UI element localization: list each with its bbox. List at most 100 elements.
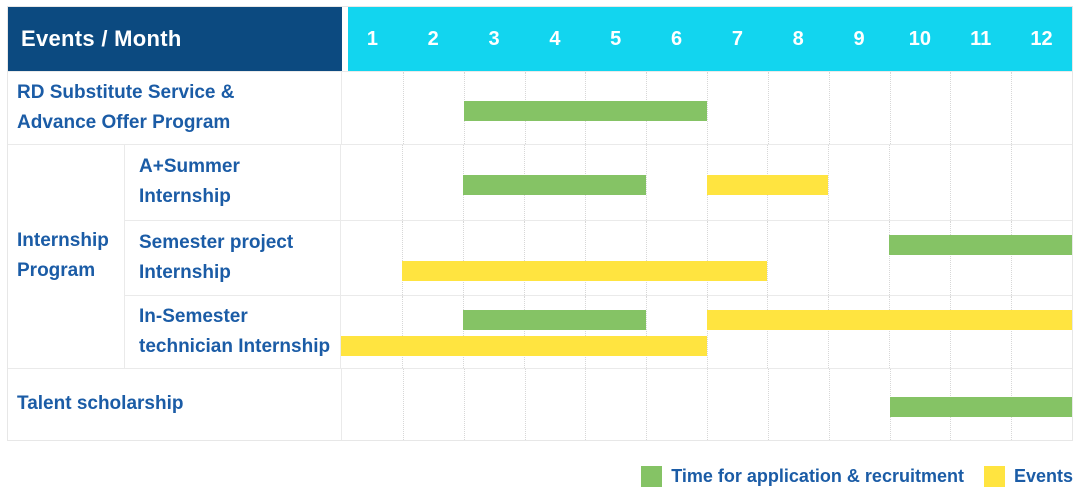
- month-gridline: [950, 144, 952, 220]
- row-label-line: Internship: [139, 261, 231, 283]
- month-header-2: 2: [427, 27, 439, 50]
- month-gridline: [889, 144, 891, 220]
- month-gridline: [1011, 144, 1013, 220]
- group-subrows: A+Summer Internship Semester project Int…: [125, 144, 1072, 368]
- row-label-line: Advance Offer Program: [17, 112, 231, 134]
- month-gridline: [402, 368, 404, 440]
- row-label-line: RD Substitute Service &: [17, 82, 235, 104]
- group-label-line: Program: [17, 260, 96, 282]
- month-header-11: 11: [970, 27, 992, 50]
- row-label-a-plus-summer: A+Summer Internship: [125, 144, 341, 220]
- row-label-line: Talent scholarship: [17, 393, 184, 415]
- month-header-8: 8: [792, 27, 804, 50]
- month-header-4: 4: [549, 27, 561, 50]
- row-label-line: A+Summer: [139, 156, 240, 178]
- table-row-rd-substitute: RD Substitute Service & Advance Offer Pr…: [8, 71, 1072, 144]
- months-grid: 1 2 3 4 5 6 7 8 9 10 11 12: [342, 7, 1072, 71]
- event-bar: [706, 309, 1072, 330]
- month-gridline: [1011, 220, 1013, 295]
- month-gridline: [463, 368, 465, 440]
- group-label-internship-program: Internship Program: [8, 144, 125, 368]
- table-row-talent-scholarship: Talent scholarship: [8, 367, 1072, 440]
- row-label-line: Internship: [139, 186, 231, 208]
- application-recruitment-bar: [462, 309, 646, 330]
- month-gridline: [462, 220, 464, 295]
- row-label-talent-scholarship: Talent scholarship: [8, 368, 342, 440]
- row-label-in-semester: In-Semester technician Internship: [125, 295, 341, 368]
- month-gridline: [584, 295, 586, 368]
- month-gridline: [523, 220, 525, 295]
- month-gridline: [707, 368, 708, 440]
- month-header-9: 9: [853, 27, 865, 50]
- event-bar: [341, 335, 707, 356]
- row-label-semester-project: Semester project Internship: [125, 220, 341, 295]
- month-gridline: [950, 295, 952, 368]
- month-gridline: [950, 220, 952, 295]
- group-label-line: Internship: [17, 230, 109, 252]
- table-row-a-plus-summer: A+Summer Internship: [125, 144, 1072, 220]
- application-recruitment-bar: [463, 101, 707, 122]
- chart-cell-talent-scholarship: [342, 368, 1072, 440]
- table-group-internship-program: Internship Program A+Summer Internship S…: [8, 143, 1072, 368]
- month-gridline: [1011, 72, 1013, 144]
- month-gridline: [401, 144, 403, 220]
- header-title: Events / Month: [8, 7, 342, 72]
- application-recruitment-bar: [889, 234, 1072, 255]
- months-header-background: [348, 7, 1072, 72]
- legend-swatch-green-icon: [641, 466, 663, 487]
- month-gridline: [828, 368, 830, 440]
- month-gridline: [828, 295, 830, 368]
- month-gridline: [402, 72, 404, 144]
- event-bar: [401, 260, 768, 281]
- month-header-6: 6: [670, 27, 683, 50]
- month-gridline: [585, 368, 587, 440]
- month-gridline: [767, 368, 769, 440]
- month-gridline: [706, 295, 708, 368]
- table-row-in-semester: In-Semester technician Internship: [125, 294, 1072, 368]
- chart-cell-semester-project: [341, 220, 1072, 295]
- month-gridline: [645, 220, 647, 295]
- application-recruitment-bar: [462, 175, 646, 196]
- legend: Time for application & recruitment Event…: [641, 466, 1073, 487]
- month-gridline: [828, 220, 830, 295]
- schedule-table: Events / Month 1 2 3 4 5 6 7 8 9 10 11 1…: [7, 6, 1073, 441]
- month-header-12: 12: [1030, 27, 1053, 50]
- legend-item-events: Events: [983, 466, 1073, 487]
- month-gridline: [889, 72, 891, 144]
- month-gridline: [523, 295, 525, 368]
- month-gridline: [889, 220, 891, 295]
- month-header-5: 5: [610, 27, 622, 50]
- month-gridline: [950, 72, 952, 144]
- row-label-line: In-Semester: [139, 305, 248, 327]
- month-gridline: [767, 220, 769, 295]
- month-gridline: [707, 72, 708, 144]
- month-gridline: [1011, 295, 1013, 368]
- legend-item-application: Time for application & recruitment: [641, 466, 964, 487]
- legend-swatch-yellow-icon: [983, 466, 1005, 487]
- month-gridline: [645, 295, 647, 368]
- chart-cell-in-semester: [341, 295, 1072, 368]
- row-label-line: Semester project: [139, 231, 294, 253]
- month-gridline: [767, 295, 769, 368]
- legend-label-application: Time for application & recruitment: [671, 466, 964, 486]
- chart-cell-rd-substitute: [342, 72, 1072, 144]
- month-header-10: 10: [908, 27, 931, 50]
- months-header: 1 2 3 4 5 6 7 8 9 10 11 12: [342, 7, 1072, 72]
- application-recruitment-bar: [889, 397, 1072, 418]
- month-gridline: [584, 220, 586, 295]
- row-label-rd-substitute: RD Substitute Service & Advance Offer Pr…: [8, 72, 342, 144]
- month-gridline: [645, 144, 647, 220]
- month-gridline: [828, 72, 830, 144]
- month-header-3: 3: [488, 27, 500, 50]
- chart-cell-a-plus-summer: [341, 144, 1072, 220]
- month-gridline: [889, 295, 891, 368]
- table-header-row: Events / Month 1 2 3 4 5 6 7 8 9 10 11 1…: [8, 7, 1072, 72]
- month-gridline: [462, 295, 464, 368]
- month-gridline: [401, 295, 403, 368]
- event-bar: [706, 175, 829, 196]
- month-gridline: [767, 72, 769, 144]
- month-gridline: [646, 368, 648, 440]
- month-gridline: [828, 144, 830, 220]
- month-gridline: [524, 368, 526, 440]
